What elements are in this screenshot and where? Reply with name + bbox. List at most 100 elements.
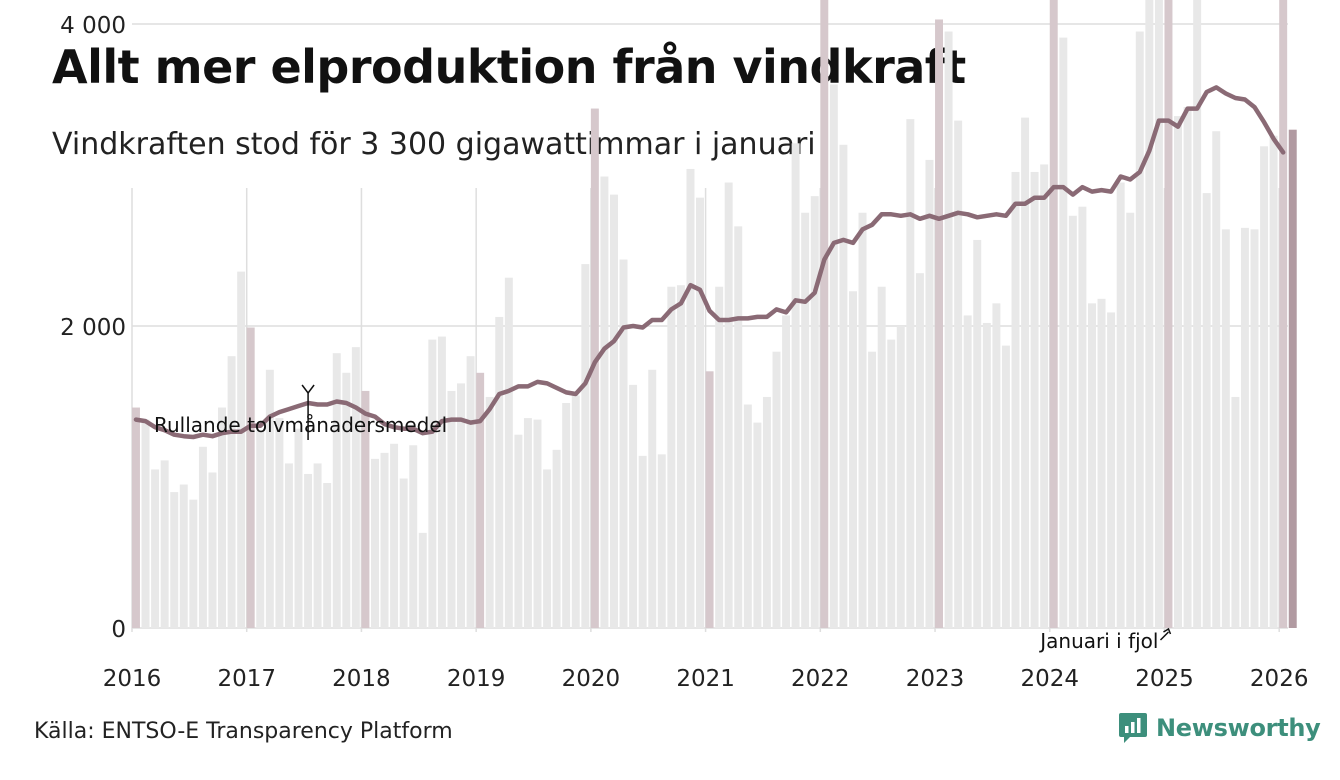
bar-month	[954, 120, 963, 628]
bar-month	[380, 452, 389, 628]
line-layer	[133, 85, 1286, 440]
x-tick-label: 2017	[217, 666, 276, 692]
annotation-arrow-line	[1159, 631, 1170, 641]
bar-month	[1011, 171, 1020, 629]
bar-month	[610, 194, 618, 628]
source-note: Källa: ENTSO-E Transparency Platform	[34, 719, 453, 744]
bar-january	[132, 407, 140, 628]
bar-month	[495, 316, 504, 628]
bar-month	[256, 430, 265, 628]
bar-month	[179, 484, 188, 628]
bar-month	[351, 347, 360, 628]
bar-january	[361, 390, 370, 628]
bar-january	[476, 372, 485, 628]
bar-month	[638, 455, 647, 628]
bar-month	[1250, 229, 1259, 629]
bar-month	[839, 144, 848, 629]
x-tick-label: 2026	[1250, 666, 1309, 692]
bar-month	[667, 286, 676, 628]
bar-month	[657, 454, 666, 628]
bar-month	[237, 271, 246, 628]
x-tick-label: 2020	[562, 666, 621, 692]
bar-month	[218, 407, 226, 628]
bar-month	[1240, 227, 1249, 628]
y-tick-label: 2 000	[60, 315, 126, 341]
bar-month	[504, 277, 513, 628]
bar-month	[686, 168, 695, 628]
axis-layer: 0 2 000 4 000 2016 2017 2018 2019 2020 2021 2022 2…	[60, 13, 1308, 692]
bar-month	[963, 315, 972, 628]
bar-month	[858, 212, 867, 628]
bar-month	[151, 469, 160, 628]
annotation-arrow-head	[301, 384, 315, 395]
bar-month	[304, 473, 313, 628]
bar-month	[944, 31, 953, 629]
newsworthy-logo-text: Newsworthy	[1156, 714, 1321, 742]
bar-month	[868, 351, 877, 628]
bar-month	[1212, 131, 1221, 628]
bar-month	[1231, 396, 1240, 628]
bar-month	[676, 285, 685, 628]
bar-month	[1221, 229, 1230, 629]
bar-month	[1183, 107, 1192, 629]
x-tick-label: 2025	[1135, 666, 1194, 692]
bar-month	[371, 458, 379, 628]
bar-month	[170, 492, 179, 628]
bar-january	[1049, 0, 1058, 629]
bar-month	[782, 315, 791, 628]
chart-title: Allt mer elproduktion från vindkraft	[52, 40, 966, 94]
bar-january	[1164, 0, 1173, 628]
bar-january	[935, 19, 943, 629]
bar-month	[896, 326, 905, 628]
annotation-rolling-average: Rullande tolvmånadersmedel	[154, 413, 447, 437]
bar-month	[533, 419, 542, 628]
x-tick-label: 2018	[332, 666, 391, 692]
bar-month	[1078, 206, 1087, 628]
bar-month	[208, 472, 217, 628]
bar-month	[265, 369, 274, 628]
annotation-arrow-head	[1163, 627, 1172, 635]
bar-january	[590, 108, 599, 628]
bar-month	[141, 419, 150, 628]
bar-month	[1288, 129, 1297, 628]
bar-month	[696, 197, 704, 628]
bar-month	[906, 119, 915, 628]
bar-month	[1040, 164, 1049, 628]
bar-month	[428, 339, 437, 628]
bar-month	[571, 395, 580, 628]
bar-month	[887, 339, 896, 628]
annotation-january-last-year: Januari i fjol	[1038, 629, 1158, 653]
bar-month	[810, 196, 819, 628]
bar-month	[1097, 298, 1106, 628]
bar-january	[820, 0, 829, 629]
x-tick-label: 2019	[447, 666, 506, 692]
bar-month	[925, 159, 934, 628]
bar-month	[1088, 303, 1096, 628]
bar-month	[1135, 31, 1144, 629]
bar-month	[447, 390, 456, 628]
bar-month	[198, 446, 207, 628]
bar-month	[973, 239, 982, 628]
bar-month	[1030, 171, 1039, 629]
bar-month	[457, 383, 465, 628]
bar-month	[581, 264, 590, 628]
bar-month	[1202, 193, 1211, 628]
bar-month	[629, 384, 638, 628]
bar-month	[1021, 117, 1030, 629]
bar-month	[1269, 135, 1278, 629]
bar-month	[1174, 116, 1182, 629]
bar-month	[724, 182, 733, 629]
bar-month	[523, 418, 532, 628]
bar-month	[743, 404, 752, 628]
y-tick-label: 0	[111, 617, 126, 643]
bar-month	[323, 483, 332, 628]
bar-month	[801, 212, 810, 628]
bar-month	[1001, 345, 1010, 628]
bar-layer	[132, 0, 1297, 629]
bar-month	[600, 176, 609, 628]
bar-month	[1193, 0, 1202, 628]
bar-month	[648, 369, 657, 628]
bar-month	[399, 478, 408, 628]
bar-month	[227, 356, 236, 628]
bar-january	[246, 327, 255, 628]
